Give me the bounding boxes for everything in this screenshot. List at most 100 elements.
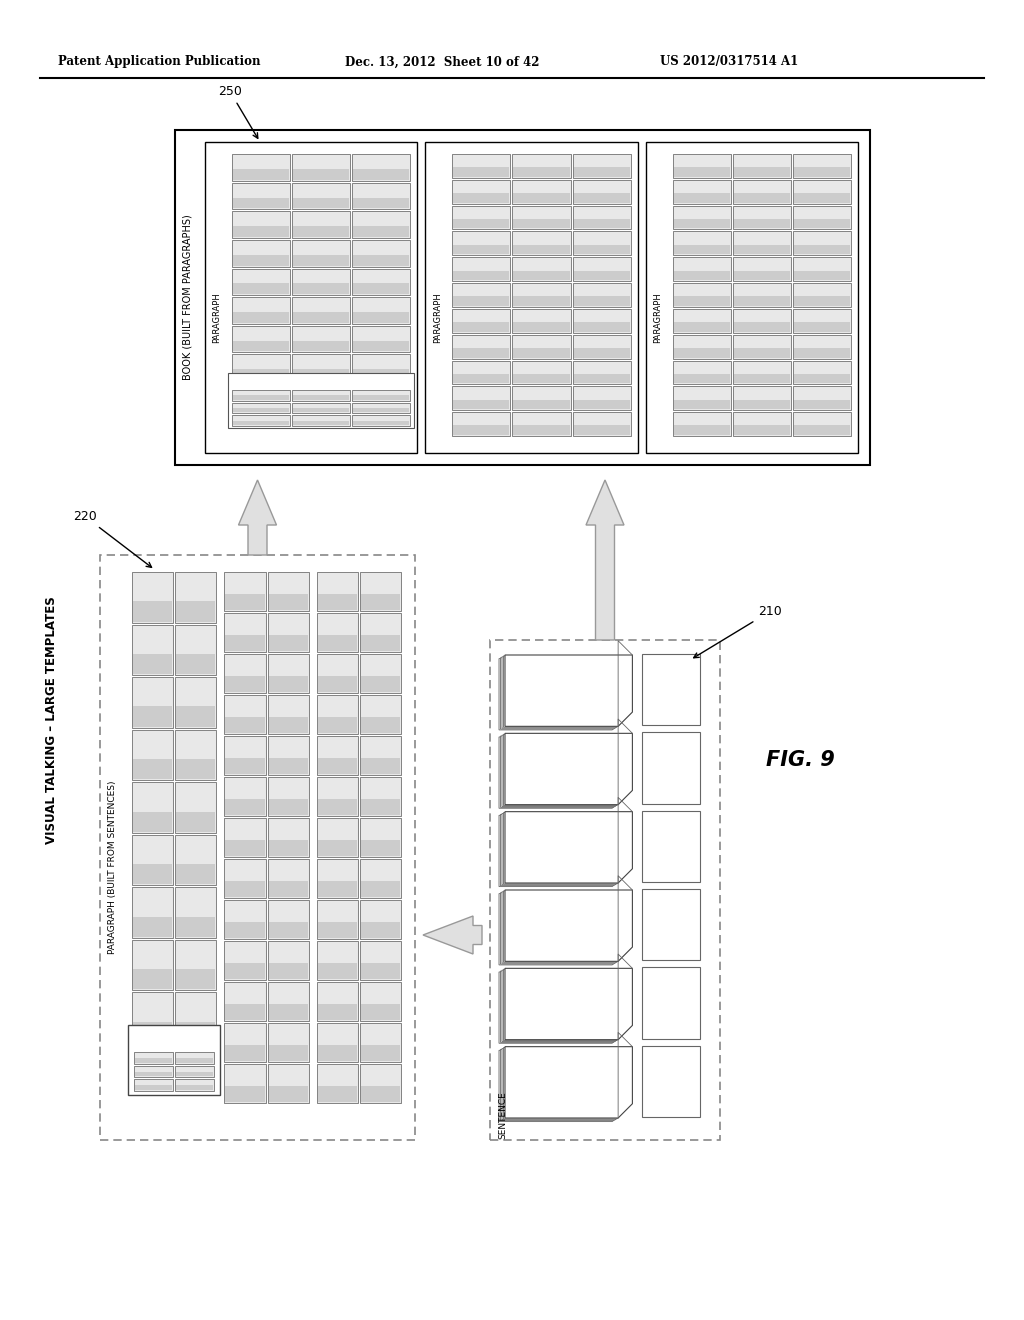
Bar bbox=[453, 309, 510, 333]
Bar bbox=[572, 387, 631, 411]
Bar bbox=[224, 818, 265, 857]
Bar bbox=[268, 717, 307, 733]
Bar bbox=[267, 900, 308, 939]
Bar bbox=[132, 834, 173, 886]
Text: 250: 250 bbox=[218, 84, 258, 139]
Bar bbox=[734, 400, 790, 409]
Polygon shape bbox=[501, 1049, 628, 1121]
Bar bbox=[673, 154, 731, 178]
Bar bbox=[317, 717, 356, 733]
Bar bbox=[175, 624, 216, 675]
Bar bbox=[642, 810, 699, 882]
Bar bbox=[175, 730, 216, 780]
Polygon shape bbox=[505, 734, 633, 805]
Bar bbox=[175, 887, 216, 939]
Bar bbox=[674, 219, 730, 228]
Bar bbox=[352, 326, 411, 352]
Bar bbox=[512, 257, 570, 281]
Bar bbox=[674, 168, 730, 177]
Bar bbox=[360, 594, 400, 610]
Bar bbox=[268, 923, 307, 939]
Bar bbox=[224, 572, 265, 611]
Bar bbox=[317, 1086, 356, 1102]
Text: BOOK (BUILT FROM PARAGRAPHS): BOOK (BUILT FROM PARAGRAPHS) bbox=[183, 215, 193, 380]
Bar bbox=[225, 923, 264, 939]
Polygon shape bbox=[502, 892, 630, 964]
Bar bbox=[673, 257, 731, 281]
Bar bbox=[572, 231, 631, 255]
Bar bbox=[225, 882, 264, 898]
Bar bbox=[573, 297, 630, 306]
Bar bbox=[513, 425, 569, 436]
Bar bbox=[360, 1005, 400, 1020]
Polygon shape bbox=[501, 657, 628, 729]
Bar bbox=[352, 354, 411, 381]
Bar bbox=[425, 143, 638, 453]
Bar bbox=[225, 1086, 264, 1102]
Bar bbox=[359, 696, 401, 734]
Bar bbox=[316, 1064, 357, 1104]
Bar bbox=[267, 572, 308, 611]
Bar bbox=[175, 129, 870, 465]
Bar bbox=[793, 257, 851, 281]
Polygon shape bbox=[504, 969, 631, 1040]
Bar bbox=[268, 800, 307, 814]
Bar bbox=[176, 759, 215, 779]
Bar bbox=[352, 416, 411, 426]
Bar bbox=[793, 154, 851, 178]
Bar bbox=[293, 396, 349, 400]
Bar bbox=[316, 900, 357, 939]
Bar bbox=[224, 612, 265, 652]
Bar bbox=[232, 211, 290, 238]
Bar bbox=[317, 676, 356, 692]
Bar bbox=[353, 169, 410, 180]
Bar bbox=[454, 348, 510, 358]
Bar bbox=[232, 326, 290, 352]
Bar bbox=[453, 231, 510, 255]
Bar bbox=[352, 211, 411, 238]
Bar bbox=[233, 312, 289, 323]
Bar bbox=[360, 676, 400, 692]
Bar bbox=[292, 354, 350, 381]
Bar bbox=[352, 182, 411, 210]
Bar bbox=[353, 396, 410, 400]
Text: PARAGRAPH: PARAGRAPH bbox=[433, 292, 441, 343]
Bar bbox=[176, 653, 215, 675]
Bar bbox=[267, 696, 308, 734]
Bar bbox=[225, 1045, 264, 1061]
Bar bbox=[224, 941, 265, 979]
Bar bbox=[454, 400, 510, 409]
Bar bbox=[573, 271, 630, 280]
Bar bbox=[224, 777, 265, 816]
Bar bbox=[132, 940, 173, 990]
Bar bbox=[360, 635, 400, 651]
Bar bbox=[454, 244, 510, 255]
Bar bbox=[360, 923, 400, 939]
Bar bbox=[573, 244, 630, 255]
Polygon shape bbox=[505, 655, 633, 726]
Polygon shape bbox=[504, 1048, 631, 1119]
Polygon shape bbox=[586, 480, 624, 640]
Bar bbox=[512, 231, 570, 255]
Bar bbox=[734, 297, 790, 306]
Bar bbox=[232, 403, 290, 413]
Bar bbox=[176, 602, 215, 622]
Bar bbox=[453, 257, 510, 281]
Bar bbox=[793, 206, 851, 230]
Bar bbox=[513, 348, 569, 358]
Bar bbox=[132, 783, 173, 833]
Bar bbox=[175, 940, 216, 990]
Bar bbox=[133, 865, 172, 884]
Bar bbox=[359, 1064, 401, 1104]
Bar bbox=[224, 653, 265, 693]
Bar bbox=[176, 1085, 213, 1090]
Bar bbox=[317, 759, 356, 774]
Bar bbox=[316, 572, 357, 611]
Bar bbox=[360, 800, 400, 814]
Bar bbox=[268, 1086, 307, 1102]
Bar bbox=[352, 403, 411, 413]
Bar bbox=[232, 389, 290, 401]
Bar bbox=[268, 594, 307, 610]
Bar bbox=[175, 993, 216, 1043]
Bar bbox=[317, 882, 356, 898]
